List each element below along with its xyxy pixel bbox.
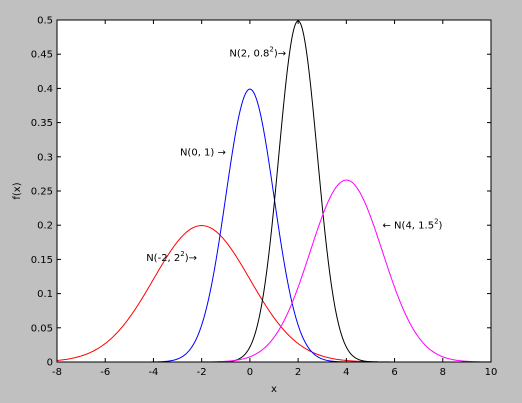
x-tick-label: -6 (100, 367, 110, 378)
x-tick-label: -2 (197, 367, 207, 378)
y-tick-label: 0 (47, 358, 53, 369)
y-tick-label: 0.15 (31, 255, 53, 266)
x-axis-label: x (271, 384, 277, 395)
y-tick-label: 0.45 (31, 50, 53, 61)
annotation-tail: ) (439, 221, 443, 232)
y-tick-label: 0.2 (37, 221, 53, 232)
x-tick-label: -4 (148, 367, 158, 378)
annotation-base: ← N(4, 1.5 (383, 221, 435, 232)
annotation-exponent: 2 (434, 218, 438, 226)
x-tick-label: 8 (440, 367, 446, 378)
annotation-tail: )→ (185, 253, 197, 264)
annotation-base: N(-2, 2 (146, 253, 180, 264)
x-tick-label: 6 (391, 367, 397, 378)
x-tick-label: 10 (485, 367, 498, 378)
y-axis-label: f(x) (12, 182, 23, 199)
annotation-base: N(2, 0.8 (229, 48, 269, 59)
y-tick-label: 0.5 (37, 16, 53, 27)
y-tick-label: 0.1 (37, 289, 53, 300)
series-annotation-0: N(-2, 22)→ (146, 250, 197, 264)
annotation-base: N(0, 1) → (180, 147, 226, 158)
annotation-exponent: 2 (269, 45, 273, 53)
y-tick-label: 0.35 (31, 118, 53, 129)
y-tick-label: 0.3 (37, 152, 53, 163)
annotations: N(-2, 22)→N(0, 1) →N(2, 0.82)→← N(4, 1.5… (146, 45, 442, 264)
plot-area (57, 20, 491, 362)
series-annotation-3: ← N(4, 1.52) (383, 218, 443, 232)
annotation-tail: )→ (274, 48, 286, 59)
y-tick-label: 0.05 (31, 323, 53, 334)
x-tick-label: 4 (343, 367, 349, 378)
y-tick-label: 0.4 (37, 84, 53, 95)
x-tick-label: 2 (295, 367, 301, 378)
series-annotation-2: N(2, 0.82)→ (229, 45, 286, 59)
annotation-exponent: 2 (180, 250, 184, 258)
x-tick-label: 0 (247, 367, 253, 378)
y-tick-label: 0.25 (31, 187, 53, 198)
x-tick-label: -8 (52, 367, 62, 378)
y-axis: 0 0.05 0.1 0.15 0.2 0.25 0.3 0.35 0.4 0.45 0.5 (31, 16, 491, 369)
x-axis: -8 -6 -4 -2 0 2 4 6 8 10 (52, 20, 497, 378)
series-annotation-1: N(0, 1) → (180, 147, 226, 158)
